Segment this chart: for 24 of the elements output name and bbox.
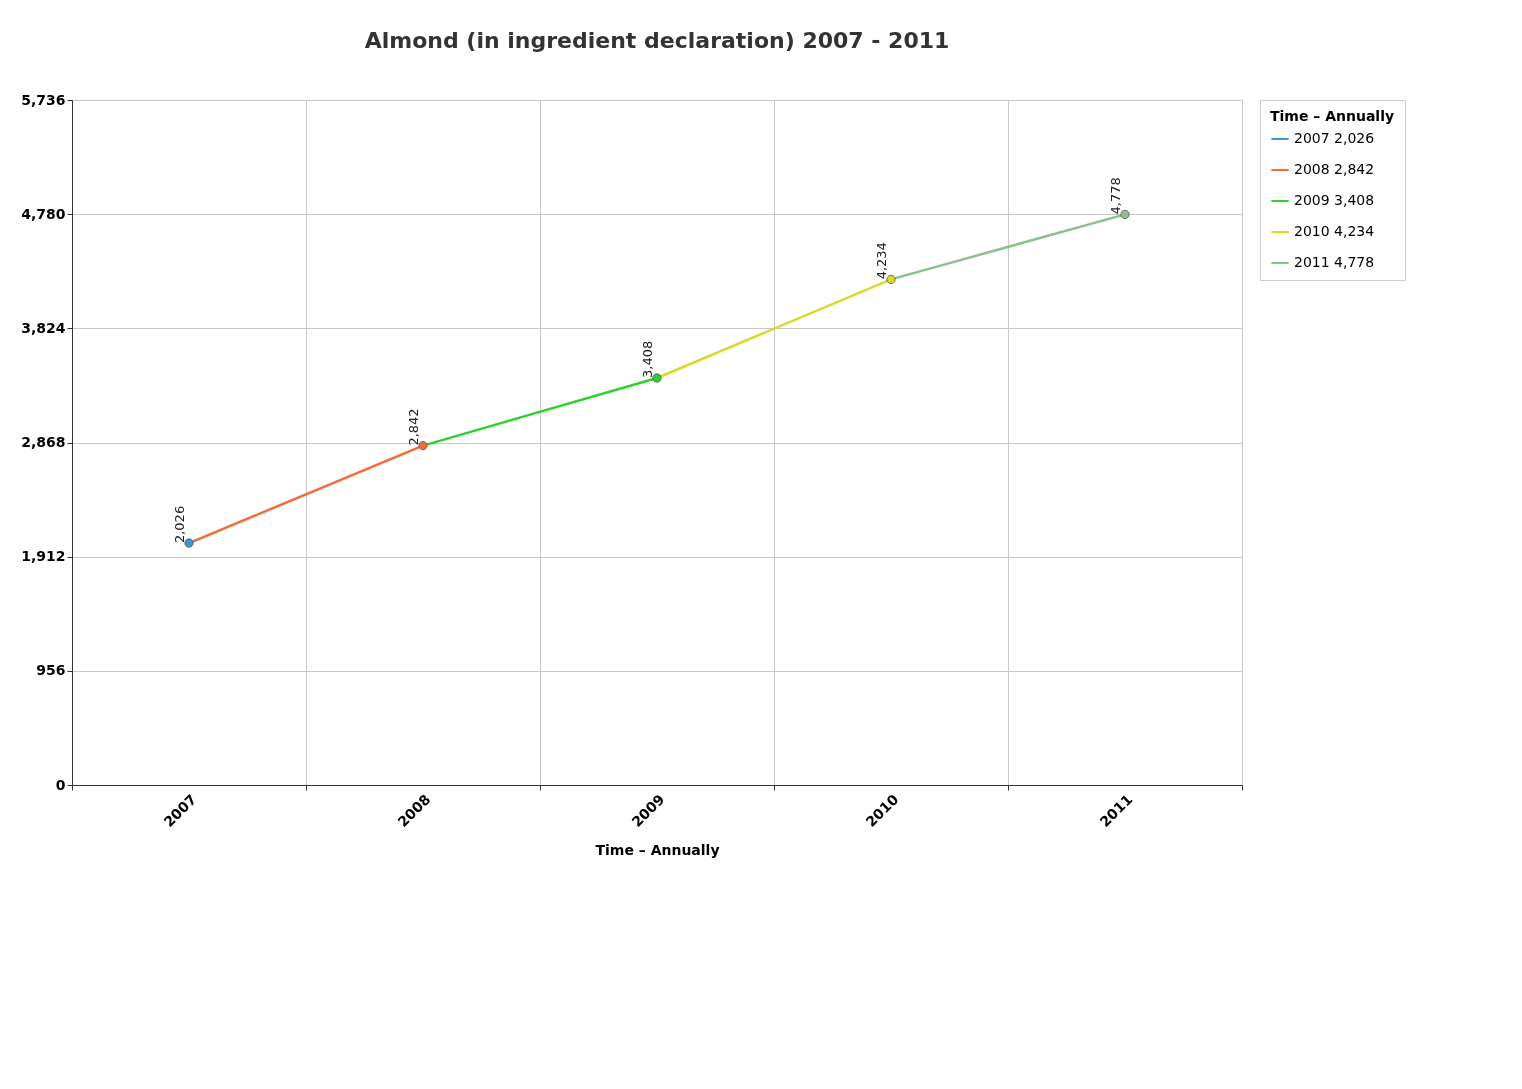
y-tick-label: 1,912 <box>21 548 66 565</box>
legend-title: Time – Annually <box>1270 108 1395 124</box>
y-tick-label: 956 <box>36 662 66 679</box>
chart-title: Almond (in ingredient declaration) 2007 - 2011 <box>364 28 950 53</box>
data-label: 4,234 <box>874 242 889 280</box>
point <box>886 274 896 284</box>
y-tick-label: 4,780 <box>21 205 66 222</box>
y-tick-label: 2,868 <box>21 434 66 450</box>
data-label: 4,778 <box>1108 177 1123 215</box>
y-tick-label: 5,736 <box>21 91 66 108</box>
legend-label: 2008 2,842 <box>1294 161 1375 177</box>
point <box>652 373 662 383</box>
y-tick-label: 3,824 <box>21 319 66 336</box>
data-label: 2,842 <box>406 408 421 446</box>
y-tick-label: 0 <box>55 776 66 793</box>
data-label: 3,408 <box>640 340 655 379</box>
x-axis-title: Time – Annually <box>595 841 720 858</box>
point <box>1120 209 1130 219</box>
legend-label: 2007 2,026 <box>1294 130 1375 146</box>
legend-label: 2010 4,234 <box>1294 223 1375 239</box>
data-label: 2,026 <box>172 505 187 544</box>
point <box>418 441 428 451</box>
legend-label: 2009 3,408 <box>1294 192 1375 208</box>
legend-label: 2011 4,778 <box>1294 254 1375 270</box>
